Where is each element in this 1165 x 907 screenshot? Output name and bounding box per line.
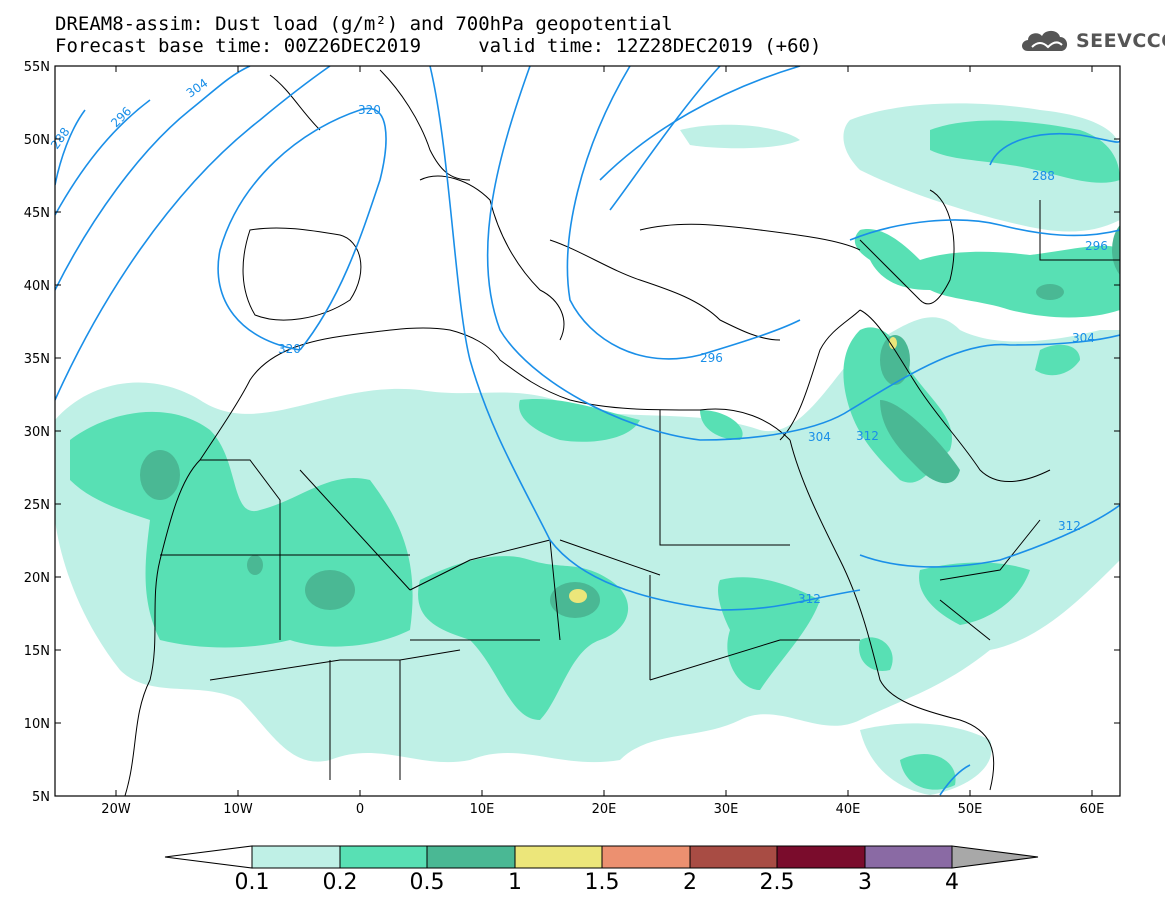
colorbar-labels: 0.1 0.2 0.5 1 1.5 2 2.5 3 4: [0, 870, 1165, 900]
contour-label: 312: [856, 429, 879, 443]
dust-light: [55, 103, 1120, 795]
colorbar: [164, 845, 1039, 869]
lon-label: 40E: [836, 802, 861, 817]
seevccc-logo: SEEVCCC: [1018, 26, 1165, 56]
lon-label: 30E: [714, 802, 739, 817]
lon-label: 10W: [223, 802, 253, 817]
colorbar-tick-label: 2.5: [759, 870, 795, 895]
lat-label: 55N: [24, 60, 50, 75]
colorbar-swatch: [339, 845, 428, 869]
contour-label: 312: [1058, 519, 1081, 533]
colorbar-swatch: [514, 845, 603, 869]
colorbar-high-arrow: [951, 845, 1039, 869]
lat-label: 5N: [32, 790, 50, 805]
contour-label: 296: [108, 104, 134, 130]
coastlines: [124, 69, 1120, 796]
lon-label: 60E: [1080, 802, 1105, 817]
contour-label: 320: [278, 342, 301, 356]
contour-label: 320: [358, 103, 381, 117]
contour-label: 288: [1032, 169, 1055, 183]
colorbar-swatch: [689, 845, 778, 869]
lon-label: 0: [356, 802, 364, 817]
colorbar-tick-label: 4: [945, 870, 959, 895]
lat-label: 30N: [24, 425, 50, 440]
lat-label: 10N: [24, 717, 50, 732]
lat-label: 45N: [24, 206, 50, 221]
geopotential-contours: [55, 66, 1120, 796]
dust-peak: [569, 337, 897, 603]
colorbar-swatch: [776, 845, 866, 869]
lat-label: 20N: [24, 571, 50, 586]
contour-label: 304: [1072, 331, 1095, 345]
logo-text: SEEVCCC: [1076, 30, 1165, 52]
lat-label: 15N: [24, 644, 50, 659]
lon-label: 50E: [958, 802, 983, 817]
lat-label: 50N: [24, 133, 50, 148]
lat-label: 35N: [24, 352, 50, 367]
axis-ticks: [55, 65, 1120, 797]
colorbar-swatch: [426, 845, 516, 869]
longitude-labels: 20W 10W 0 10E 20E 30E 40E 50E 60E: [101, 802, 1104, 817]
colorbar-tick-label: 1: [508, 870, 522, 895]
lon-label: 10E: [470, 802, 495, 817]
contour-label: 312: [798, 592, 821, 606]
colorbar-swatch: [251, 845, 341, 869]
dust-layer: [55, 103, 1120, 795]
latitude-labels: 55N 50N 45N 40N 35N 30N 25N 20N 15N 10N …: [24, 60, 50, 805]
lon-label: 20W: [101, 802, 131, 817]
colorbar-tick-label: 3: [858, 870, 872, 895]
colorbar-low-arrow: [164, 845, 253, 869]
colorbar-swatch: [864, 845, 953, 869]
colorbar-tick-label: 0.1: [234, 870, 270, 895]
colorbar-swatch: [601, 845, 691, 869]
colorbar-tick-label: 1.5: [584, 870, 620, 895]
contour-label: 304: [808, 430, 831, 444]
map-title: DREAM8-assim: Dust load (g/m²) and 700hP…: [55, 13, 673, 35]
colorbar-tick-label: 0.5: [409, 870, 445, 895]
lat-label: 40N: [24, 279, 50, 294]
colorbar-tick-label: 2: [683, 870, 697, 895]
contour-label: 296: [1085, 239, 1108, 253]
cloud-icon: [1022, 30, 1068, 51]
forecast-times: Forecast base time: 00Z26DEC2019 valid t…: [55, 35, 822, 57]
lat-label: 25N: [24, 498, 50, 513]
contour-label: 296: [700, 351, 723, 365]
lon-label: 20E: [592, 802, 617, 817]
colorbar-tick-label: 0.2: [322, 870, 358, 895]
